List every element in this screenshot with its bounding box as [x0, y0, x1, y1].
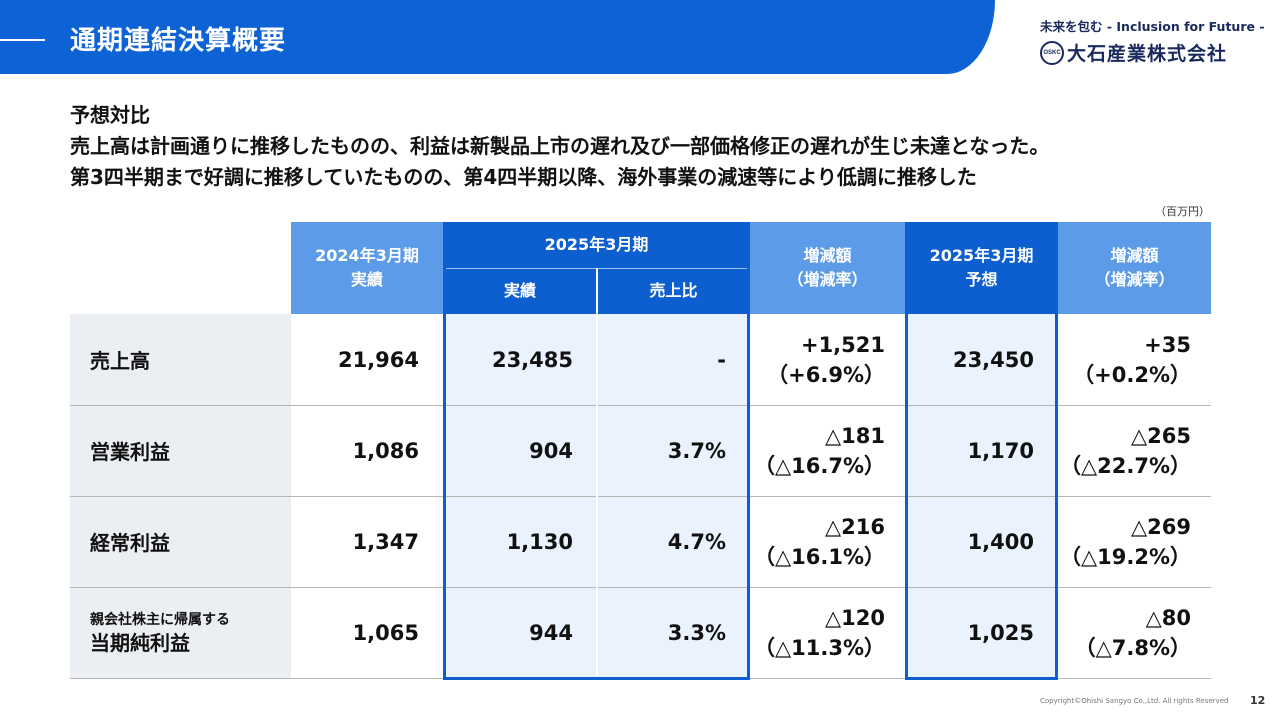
cell-prev: 1,065 [352, 620, 419, 645]
cell-prev: 1,086 [352, 438, 419, 463]
company-name: 大石産業株式会社 [1067, 43, 1228, 65]
change-rate: （△16.1%） [753, 544, 885, 569]
unit-note: （百万円） [1155, 205, 1210, 218]
cell-actual: 904 [443, 405, 597, 496]
change-amount: △120 [825, 605, 885, 630]
intro-line-2: 第3四半期まで好調に推移していたものの、第4四半期以降、海外事業の減速等により低… [70, 165, 977, 189]
change-rate: （△22.7%） [1059, 453, 1191, 478]
cell-change-prev: +1,521 （+6.9%） [750, 314, 905, 405]
cell-change-prev: △181 （△16.7%） [750, 405, 905, 496]
cell-forecast: 1,170 [905, 405, 1058, 496]
change-amount: △216 [825, 514, 885, 539]
row-label-ordinary-profit: 経常利益 [70, 496, 291, 587]
row-divider [70, 587, 1211, 588]
cell-actual: 1,130 [443, 496, 597, 587]
header-change-forecast: 増減額 （増減率） [1058, 222, 1211, 314]
cell-change-prev: △120 （△11.3%） [750, 587, 905, 678]
cell-change-forecast: △269 （△19.2%） [1058, 496, 1211, 587]
summary-table: 2024年3月期 実績 2025年3月期 実績 売上比 増減額 （増減率） 20… [70, 222, 1211, 680]
intro-line-1: 売上高は計画通りに推移したものの、利益は新製品上市の遅れ及び一部価格修正の遅れが… [70, 134, 1050, 158]
row-divider [70, 405, 1211, 406]
change-amount: △181 [825, 423, 885, 448]
cell-change-prev: △216 （△16.1%） [750, 496, 905, 587]
change-rate: （△19.2%） [1059, 544, 1191, 569]
cell-ratio: - [597, 314, 750, 405]
change-amount: △269 [1131, 514, 1191, 539]
cell-forecast: 1,025 [905, 587, 1058, 678]
row-label-net-income-main: 当期純利益 [90, 630, 190, 655]
row-label-sales: 売上高 [70, 314, 291, 405]
header-col-separator [596, 268, 598, 314]
page-number: 12 [1250, 694, 1266, 707]
brand-tagline: 未来を包む - Inclusion for Future - [1040, 19, 1265, 34]
header-current-group: 2025年3月期 [443, 222, 750, 268]
change-rate: （+6.9%） [767, 362, 885, 387]
page-title: 通期連結決算概要 [70, 26, 287, 56]
change-rate: （△7.8%） [1074, 635, 1191, 660]
intro-heading: 予想対比 [70, 103, 150, 127]
header-current-ratio: 売上比 [597, 268, 750, 314]
change-amount: △80 [1145, 605, 1191, 630]
cell-forecast: 23,450 [905, 314, 1058, 405]
cell-prev: 1,347 [352, 529, 419, 554]
row-divider [70, 496, 1211, 497]
cell-change-forecast: +35 （+0.2%） [1058, 314, 1211, 405]
change-amount: △265 [1131, 423, 1191, 448]
row-label-net-income-prefix: 親会社株主に帰属する [90, 611, 230, 628]
row-divider [70, 678, 1211, 679]
change-amount: +1,521 [800, 332, 885, 357]
change-rate: （+0.2%） [1073, 362, 1191, 387]
header-current-actual: 実績 [443, 268, 597, 314]
cell-change-forecast: △80 （△7.8%） [1058, 587, 1211, 678]
cell-actual: 944 [443, 587, 597, 678]
header-change-prev: 増減額 （増減率） [750, 222, 905, 314]
row-label-net-income: 親会社株主に帰属する 当期純利益 [70, 587, 291, 678]
cell-actual: 23,485 [443, 314, 597, 405]
header-forecast: 2025年3月期 予想 [905, 222, 1058, 314]
cell-ratio: 3.7% [597, 405, 750, 496]
change-amount: +35 [1144, 332, 1191, 357]
header-rule [0, 39, 45, 41]
copyright: Copyright©Ohishi Sangyo Co.,Ltd. All rig… [1040, 697, 1229, 705]
body-col-separator [596, 314, 598, 678]
cell-change-forecast: △265 （△22.7%） [1058, 405, 1211, 496]
cell-forecast: 1,400 [905, 496, 1058, 587]
header-band [0, 0, 995, 74]
change-rate: （△16.7%） [753, 453, 885, 478]
header-prev-year: 2024年3月期 実績 [291, 222, 443, 314]
cell-ratio: 4.7% [597, 496, 750, 587]
company-logo-icon: OSKC [1040, 40, 1064, 65]
brand-row: OSKC 大石産業株式会社 [1040, 39, 1250, 66]
cell-prev: 21,964 [337, 347, 419, 372]
intro-text: 予想対比 売上高は計画通りに推移したものの、利益は新製品上市の遅れ及び一部価格修… [70, 100, 1240, 193]
change-rate: （△11.3%） [753, 635, 885, 660]
cell-ratio: 3.3% [597, 587, 750, 678]
row-label-operating-profit: 営業利益 [70, 405, 291, 496]
brand-block: 未来を包む - Inclusion for Future - OSKC 大石産業… [1040, 16, 1265, 66]
